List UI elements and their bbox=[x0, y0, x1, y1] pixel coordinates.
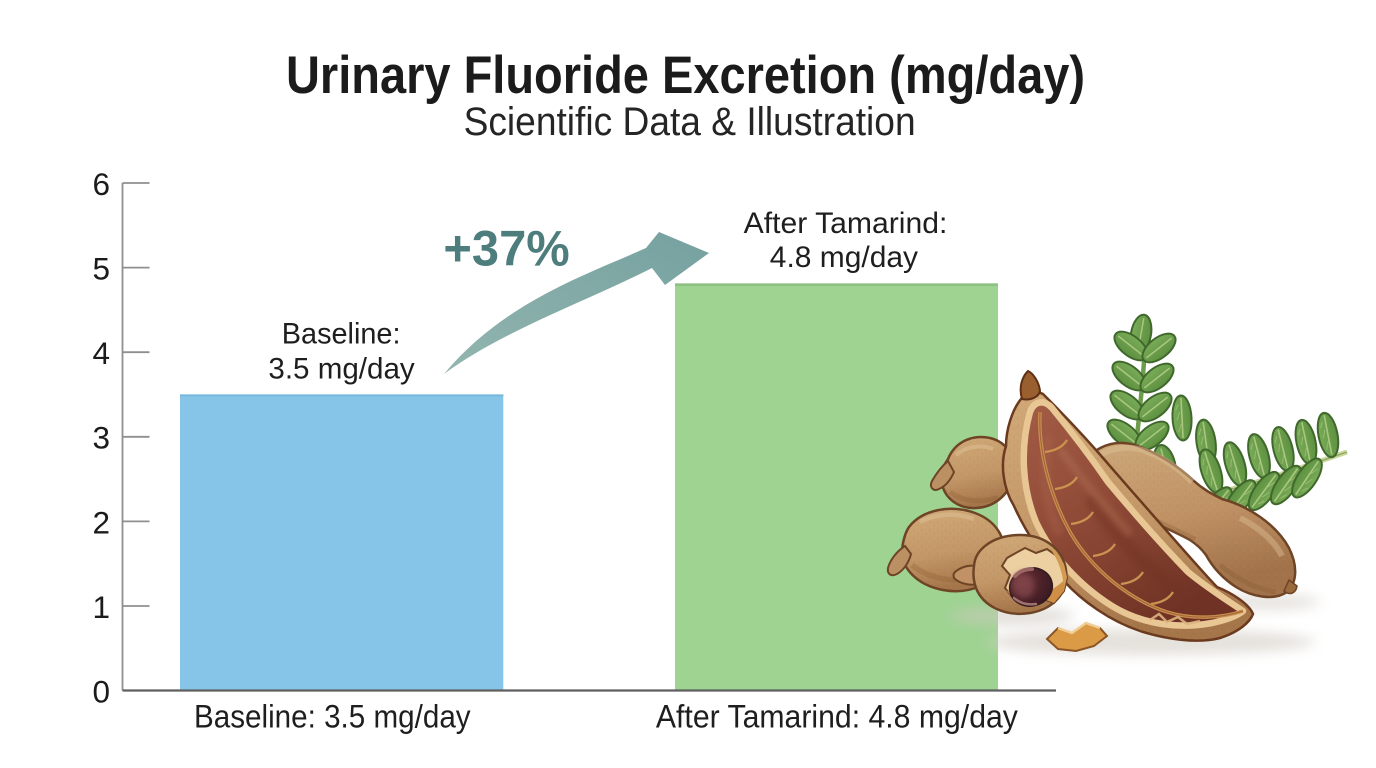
svg-text:3: 3 bbox=[92, 420, 110, 456]
svg-text:2: 2 bbox=[92, 504, 110, 540]
svg-text:4.8 mg/day: 4.8 mg/day bbox=[770, 241, 918, 274]
svg-text:0: 0 bbox=[92, 674, 110, 710]
svg-text:Baseline: 3.5 mg/day: Baseline: 3.5 mg/day bbox=[194, 699, 471, 735]
svg-text:After Tamarind: 4.8 mg/day: After Tamarind: 4.8 mg/day bbox=[656, 699, 1019, 735]
svg-text:Urinary Fluoride Excretion (mg: Urinary Fluoride Excretion (mg/day) bbox=[286, 46, 1085, 105]
svg-text:6: 6 bbox=[92, 166, 110, 202]
svg-text:Scientific Data & Illustration: Scientific Data & Illustration bbox=[464, 100, 916, 144]
svg-text:+37%: +37% bbox=[443, 220, 569, 277]
svg-text:After Tamarind:: After Tamarind: bbox=[744, 207, 948, 240]
svg-text:Baseline:: Baseline: bbox=[282, 318, 401, 351]
svg-text:3.5 mg/day: 3.5 mg/day bbox=[268, 353, 414, 386]
svg-text:5: 5 bbox=[92, 251, 110, 287]
svg-text:4: 4 bbox=[92, 335, 110, 371]
svg-text:1: 1 bbox=[92, 589, 110, 625]
